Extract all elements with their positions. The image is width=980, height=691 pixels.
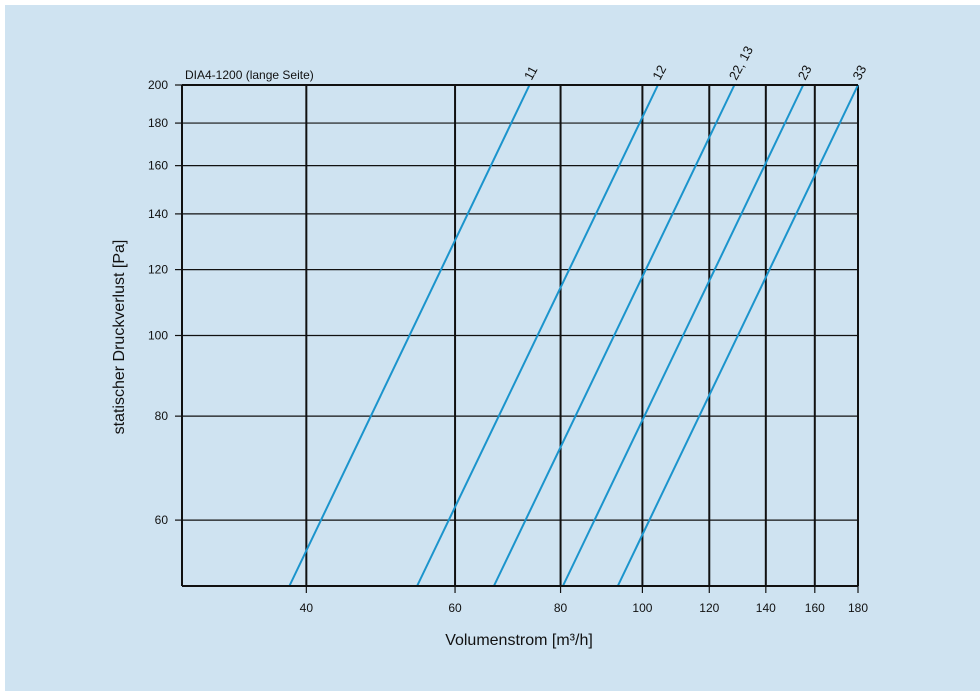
- x-tick-label-5: 140: [756, 601, 776, 615]
- x-tick-labels: 40 60 80 100 120 140 160 180: [300, 586, 868, 615]
- x-axis-label: Volumenstrom [m³/h]: [445, 632, 593, 649]
- x-tick-label-1: 60: [448, 601, 462, 615]
- series-label-2: 22, 13: [726, 43, 756, 82]
- series-line-0: [288, 84, 531, 587]
- series-line-1: [416, 84, 659, 587]
- y-tick-labels: 60 80 100 120 140 160 180 200: [148, 78, 182, 527]
- y-tick-label-6: 180: [148, 116, 168, 130]
- y-axis-label: statischer Druckverlust [Pa]: [111, 240, 128, 435]
- y-tick-label-2: 100: [148, 329, 168, 343]
- x-tick-label-7: 180: [848, 601, 868, 615]
- x-tick-label-4: 120: [699, 601, 719, 615]
- series-line-3: [561, 84, 805, 587]
- series-label-4: 33: [849, 63, 869, 83]
- y-tick-label-7: 200: [148, 78, 168, 92]
- series-line-4: [616, 84, 859, 587]
- x-tick-label-0: 40: [300, 601, 314, 615]
- series-curves: [288, 84, 859, 587]
- chart-title: DIA4-1200 (lange Seite): [185, 68, 314, 82]
- x-tick-label-3: 100: [632, 601, 652, 615]
- grid-lines: [182, 84, 859, 586]
- y-tick-label-1: 80: [155, 409, 169, 423]
- series-line-2: [492, 84, 736, 587]
- chart-panel: [5, 5, 980, 691]
- x-tick-label-2: 80: [554, 601, 568, 615]
- series-label-0: 11: [521, 63, 541, 82]
- y-tick-label-4: 140: [148, 207, 168, 221]
- y-tick-label-5: 160: [148, 159, 168, 173]
- y-tick-label-0: 60: [155, 513, 169, 527]
- series-labels: 11 12 22, 13 23 33: [521, 43, 870, 82]
- x-tick-label-6: 160: [805, 601, 825, 615]
- series-label-3: 23: [795, 63, 815, 83]
- series-label-1: 12: [649, 63, 669, 83]
- y-tick-label-3: 120: [148, 263, 168, 277]
